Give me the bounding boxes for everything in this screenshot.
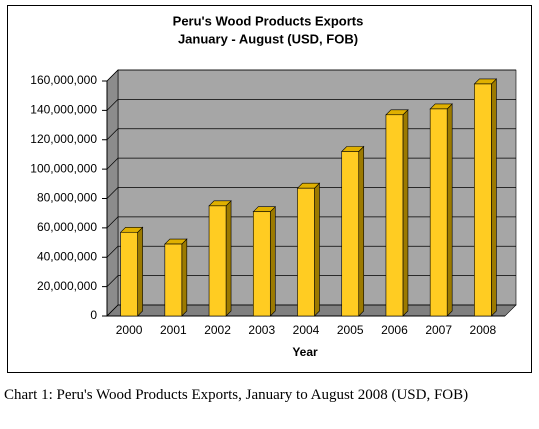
x-tick-label: 2005 [337, 323, 364, 337]
bar-side [358, 145, 365, 317]
y-tick-label: 40,000,000 [37, 249, 97, 263]
chart-title: Peru's Wood Products Exports [173, 13, 364, 28]
bar-side [181, 238, 188, 317]
bar-side [402, 109, 409, 317]
y-tick-label: 160,000,000 [30, 73, 97, 87]
x-tick-label: 2003 [248, 323, 275, 337]
caption: Chart 1: Peru's Wood Products Exports, J… [4, 387, 469, 403]
y-tick-label: 140,000,000 [30, 103, 97, 117]
y-tick-label: 100,000,000 [30, 161, 97, 175]
x-tick-label: 2000 [116, 323, 143, 337]
bar [429, 108, 448, 317]
x-axis-label: Year [292, 345, 318, 359]
bar [297, 187, 315, 317]
bar-side [269, 205, 276, 317]
bar [164, 243, 183, 317]
y-tick-label: 60,000,000 [37, 220, 97, 234]
y-tick-label: 120,000,000 [30, 132, 97, 146]
bar [208, 205, 227, 317]
bar-side [491, 78, 497, 317]
y-tick-label: 80,000,000 [37, 191, 97, 205]
x-tick-label: 2008 [470, 323, 497, 337]
y-tick-label: 20,000,000 [37, 279, 97, 293]
bar-side [137, 226, 143, 317]
y-tick-label: 0 [90, 308, 97, 322]
bar-side [314, 182, 320, 317]
bar [474, 83, 492, 317]
bar [385, 114, 404, 317]
x-tick-label: 2007 [425, 323, 452, 337]
grid-line [106, 69, 516, 82]
grid-line [106, 275, 516, 287]
bar [252, 211, 271, 317]
x-tick-label: 2004 [293, 323, 320, 337]
bar-side [225, 200, 232, 317]
grid-line [106, 157, 516, 170]
grid-line [106, 216, 516, 229]
grid-line [106, 99, 516, 111]
chart-subtitle: January - August (USD, FOB) [178, 31, 358, 46]
x-tick-label: 2006 [381, 323, 408, 337]
grid-line [106, 187, 516, 199]
x-tick-label: 2001 [160, 323, 187, 337]
grid-line [106, 245, 516, 258]
bar-side [446, 103, 453, 317]
chart: Peru's Wood Products Exports January - A… [7, 5, 532, 373]
bar [120, 231, 138, 317]
grid-line [106, 128, 516, 140]
x-tick-label: 2002 [204, 323, 231, 337]
bar [341, 151, 360, 317]
grid-line [106, 304, 516, 317]
